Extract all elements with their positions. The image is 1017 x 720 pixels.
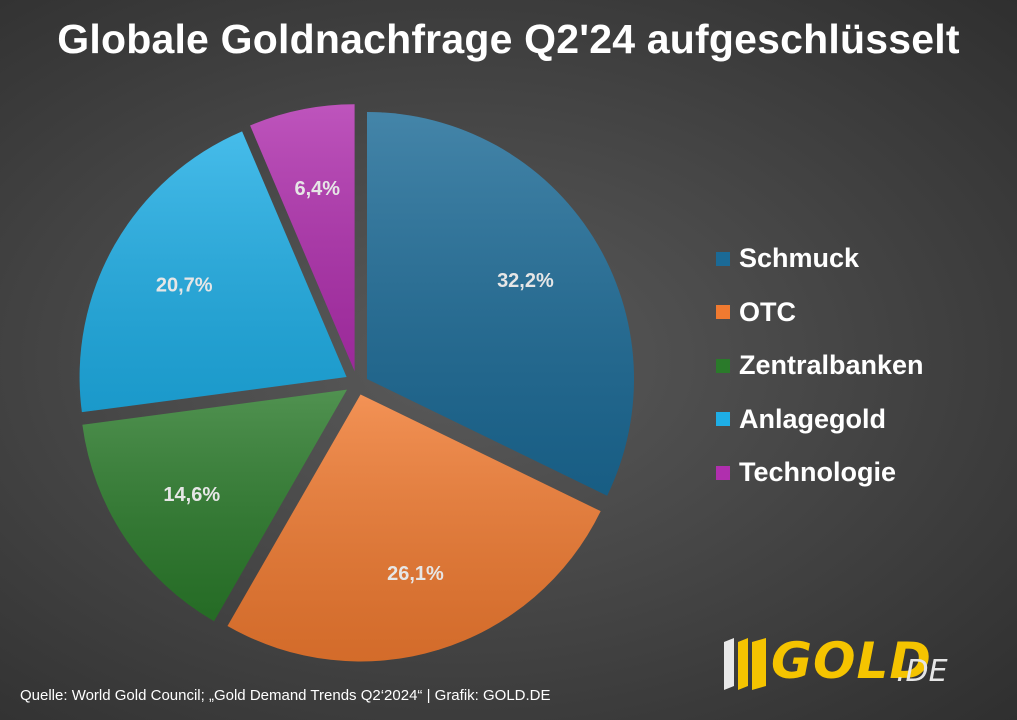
- pie-slice-shading: [227, 394, 601, 662]
- logo-suffix: .DE: [896, 654, 948, 689]
- legend-item-zentralbanken: Zentralbanken: [716, 339, 924, 393]
- pie-slice-shading: [79, 131, 347, 413]
- pie-slice-shading: [367, 112, 634, 496]
- data-label-anlagegold: 20,7%: [156, 274, 213, 296]
- source-note: Quelle: World Gold Council; „Gold Demand…: [20, 687, 551, 704]
- data-label-zentralbanken: 14,6%: [163, 484, 220, 506]
- gold-de-logo: GOLD .DE: [716, 632, 976, 694]
- legend-item-otc: OTC: [716, 286, 924, 340]
- legend-label: Technologie: [739, 457, 897, 488]
- pie-slice-shading: [250, 104, 355, 372]
- legend-swatch: [716, 251, 730, 266]
- legend-swatch: [716, 358, 730, 373]
- pie-slice-shading: [82, 389, 348, 622]
- legend-swatch: [716, 412, 730, 427]
- chart-title: Globale Goldnachfrage Q2'24 aufgeschlüss…: [57, 16, 960, 62]
- legend-label: OTC: [739, 296, 796, 327]
- legend-item-anlagegold: Anlagegold: [716, 393, 924, 447]
- data-label-schmuck: 32,2%: [497, 270, 554, 292]
- legend-label: Schmuck: [739, 243, 860, 274]
- data-label-otc: 26,1%: [387, 563, 444, 585]
- legend-item-technologie: Technologie: [716, 446, 924, 500]
- legend-label: Anlagegold: [739, 403, 886, 434]
- logo-text: GOLD: [771, 632, 932, 690]
- legend-item-schmuck: Schmuck: [716, 232, 924, 286]
- legend: Schmuck OTC Zentralbanken Anlagegold Technol…: [716, 232, 924, 500]
- gold-bars-icon: [724, 638, 766, 690]
- legend-swatch: [716, 305, 730, 320]
- data-label-technologie: 6,4%: [294, 178, 340, 200]
- legend-swatch: [716, 465, 730, 480]
- legend-label: Zentralbanken: [739, 350, 924, 381]
